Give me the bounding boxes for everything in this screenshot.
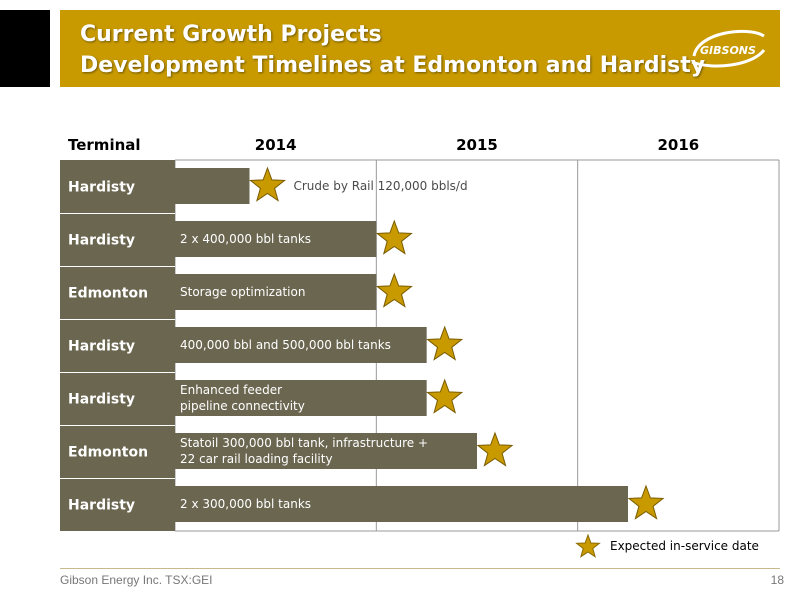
terminal-label-cell (60, 319, 175, 372)
in-service-star-icon (375, 219, 413, 255)
in-service-star-icon (476, 431, 514, 467)
terminal-label-cell (60, 213, 175, 266)
column-headers: Terminal 2014 2015 2016 (68, 136, 699, 154)
terminal-label: Hardisty (68, 392, 135, 408)
project-bar (175, 486, 628, 522)
timeline-row: Hardisty 2 x 400,000 bbl tanks (60, 213, 413, 266)
in-service-star-icon (627, 484, 665, 520)
project-annotation: Crude by Rail 120,000 bbls/d (293, 179, 467, 193)
year-header-2016: 2016 (657, 136, 699, 154)
year-header-2014: 2014 (255, 136, 297, 154)
timeline-row: Hardisty 400,000 bbl and 500,000 bbl tank… (60, 319, 464, 372)
project-bar (175, 168, 250, 204)
terminal-label: Hardisty (68, 233, 135, 249)
in-service-star-icon (426, 378, 464, 414)
project-label: Storage optimization (180, 285, 305, 299)
project-bar (175, 327, 427, 363)
timeline-rows: Hardisty Crude by Rail 120,000 bbls/dHard… (60, 160, 665, 531)
terminal-label-cell (60, 425, 175, 478)
corner-block (0, 10, 50, 87)
terminal-label-cell (60, 266, 175, 319)
project-bar (175, 274, 377, 310)
timeline-row: Hardisty Crude by Rail 120,000 bbls/d (60, 160, 468, 213)
terminal-label-cell (60, 372, 175, 425)
timeline-row: Edmonton Storage optimization (60, 266, 413, 319)
logo-text: GIBSONS (700, 44, 756, 57)
in-service-star-icon (375, 272, 413, 308)
project-bar (175, 380, 427, 416)
footer-divider (60, 568, 780, 569)
in-service-star-icon (249, 166, 286, 202)
title-banner: Current Growth Projects Development Time… (60, 10, 780, 87)
terminal-header: Terminal (68, 136, 141, 154)
legend-label: Expected in-service date (610, 539, 759, 553)
terminal-label-cell (60, 478, 175, 531)
footer-company: Gibson Energy Inc. TSX:GEI (60, 573, 213, 587)
timeline-row: Hardisty 2 x 300,000 bbl tanks (60, 478, 665, 531)
terminal-label: Edmonton (68, 445, 148, 461)
year-header-2015: 2015 (456, 136, 498, 154)
terminal-label: Hardisty (68, 498, 135, 514)
gibsons-logo: GIBSONS (691, 29, 766, 68)
page-title-line2: Development Timelines at Edmonton and Ha… (80, 53, 706, 78)
project-label: Statoil 300,000 bbl tank, infrastructure… (180, 436, 428, 466)
page-number: 18 (770, 573, 784, 587)
timeline-row: Hardisty Enhanced feeder pipeline connecti… (60, 372, 464, 425)
terminal-label: Hardisty (68, 339, 135, 355)
terminal-label: Edmonton (68, 286, 148, 302)
project-bar (175, 433, 477, 469)
project-label: 2 x 400,000 bbl tanks (180, 232, 311, 246)
project-label: 400,000 bbl and 500,000 bbl tanks (180, 338, 391, 352)
project-label: 2 x 300,000 bbl tanks (180, 497, 311, 511)
timeline-row: Edmonton Statoil 300,000 bbl tank, infras… (60, 425, 514, 478)
project-bar (175, 221, 377, 257)
terminal-label: Hardisty (68, 180, 135, 196)
terminal-label-cell (60, 160, 175, 213)
legend-star-icon (575, 533, 601, 558)
page-title-line1: Current Growth Projects (80, 22, 382, 47)
in-service-star-icon (426, 325, 464, 361)
project-label: Enhanced feeder pipeline connectivity (180, 383, 305, 413)
